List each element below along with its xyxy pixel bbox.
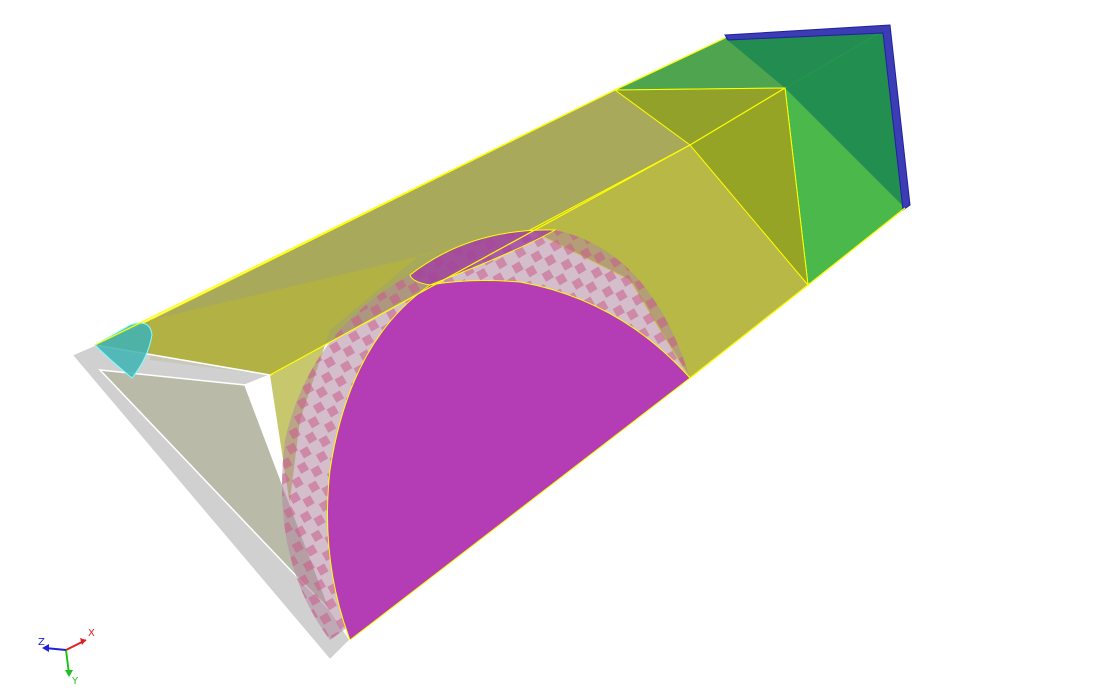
triad-z-arrow <box>42 644 49 652</box>
triad-x-label: X <box>88 628 95 639</box>
triad-y-arrow <box>65 670 73 677</box>
yellow-left-face[interactable] <box>150 230 530 570</box>
magenta-top-lip[interactable] <box>409 229 557 286</box>
triad-z-label: Z <box>38 637 45 648</box>
triad-x-arrow <box>80 638 86 645</box>
cap-edge-line <box>71 354 351 662</box>
diagonal-edge-line <box>269 87 786 376</box>
magenta-half-disc[interactable] <box>327 280 691 641</box>
cyan-fillet[interactable] <box>94 322 153 379</box>
bottom-edge-line <box>689 207 906 379</box>
triad-y-label: Y <box>71 676 79 687</box>
axis-triad: X Y Z <box>38 628 95 687</box>
top-edge-line <box>94 37 726 346</box>
green-diagonal-face[interactable] <box>725 30 905 208</box>
